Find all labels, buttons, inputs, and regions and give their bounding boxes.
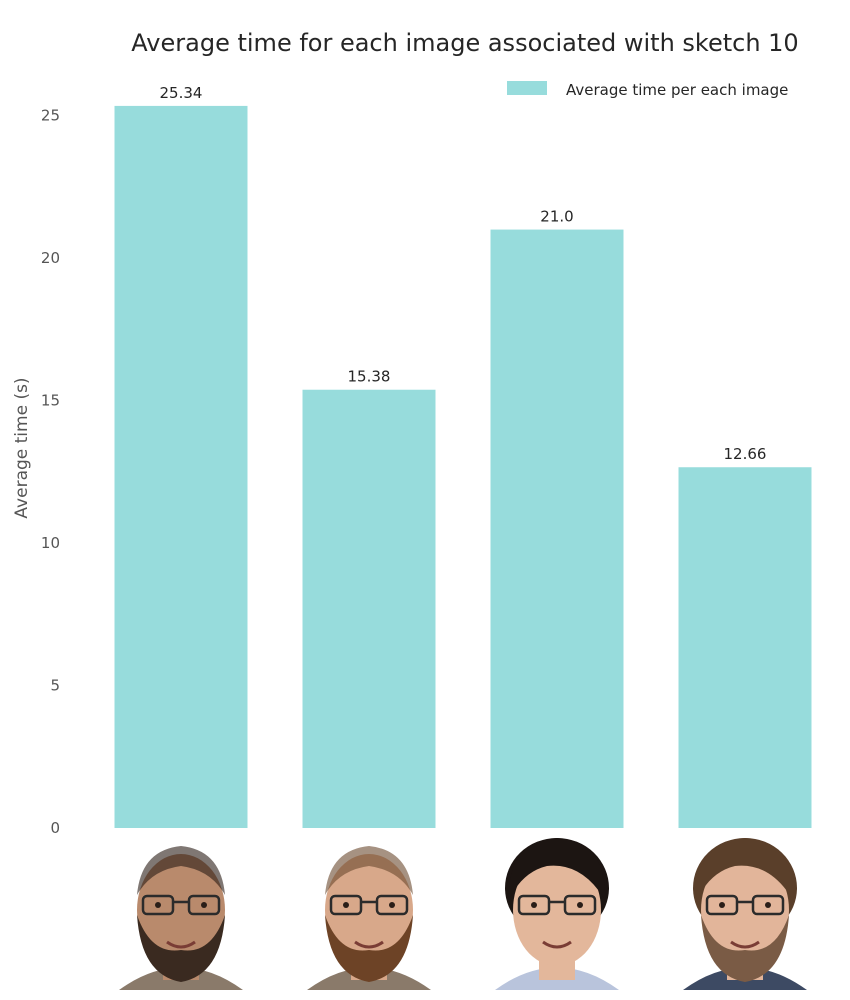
bar-face-4 <box>678 467 812 828</box>
y-axis-label: Average time (s) <box>12 377 32 518</box>
bar-face-2 <box>302 389 436 828</box>
data-labels-group: 25.34 15.38 21.0 12.66 <box>160 84 767 463</box>
face-photo-2 <box>307 846 431 990</box>
data-label: 25.34 <box>160 84 203 102</box>
data-label: 21.0 <box>540 208 573 226</box>
y-tick-label: 15 <box>41 392 60 410</box>
legend-swatch <box>507 81 547 95</box>
y-tick-label: 5 <box>50 677 60 695</box>
bar-face-3 <box>490 229 624 828</box>
face-photo-1 <box>119 846 243 990</box>
face-photo-4 <box>683 838 807 990</box>
data-label: 12.66 <box>724 445 767 463</box>
y-tick-label: 10 <box>41 534 60 552</box>
y-tick-label: 0 <box>50 819 60 837</box>
y-tick-label: 20 <box>41 249 60 267</box>
chart-title: Average time for each image associated w… <box>131 29 798 57</box>
face-photo-3 <box>495 838 619 990</box>
y-axis-ticks: 0 5 10 15 20 25 <box>41 107 60 837</box>
bars-group <box>114 105 812 828</box>
legend: Average time per each image <box>507 81 788 99</box>
y-tick-label: 25 <box>41 107 60 125</box>
bar-face-1 <box>114 105 248 828</box>
legend-label: Average time per each image <box>566 81 788 99</box>
x-axis-face-images <box>119 838 807 990</box>
data-label: 15.38 <box>348 368 391 386</box>
